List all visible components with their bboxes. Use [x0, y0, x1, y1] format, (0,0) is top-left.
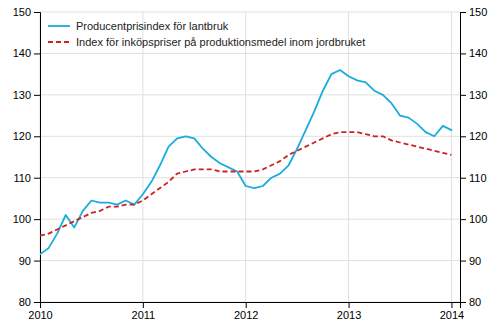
tick-mark [34, 302, 40, 303]
line [40, 132, 451, 236]
grid-line [40, 219, 460, 220]
grid-line [40, 260, 460, 261]
tick-mark [34, 261, 40, 262]
tick: 130 [13, 89, 40, 101]
tick-label: 2011 [132, 309, 156, 321]
tick-mark [34, 95, 40, 96]
grid-line [245, 12, 246, 302]
tick: 150 [13, 6, 40, 18]
tick-mark [143, 302, 144, 308]
tick: 100 [13, 213, 40, 225]
x-axis: 2010 2011 2012 2013 2014 [28, 302, 464, 321]
tick-label: 120 [469, 130, 487, 142]
tick-mark [460, 136, 466, 137]
legend-item: Producentprisindex för lantbruk [48, 20, 229, 32]
tick-mark [34, 178, 40, 179]
legend: Producentprisindex för lantbruk Index för… [48, 20, 365, 48]
tick-label: 90 [19, 255, 31, 267]
grid-line [40, 136, 460, 137]
tick: 2012 [234, 302, 258, 321]
grid-line [451, 12, 452, 302]
tick-mark [34, 136, 40, 137]
tick-label: 110 [13, 172, 31, 184]
tick-label: 2010 [28, 309, 52, 321]
tick-label: 110 [469, 172, 487, 184]
legend-swatch [48, 25, 70, 27]
tick-label: 120 [13, 130, 31, 142]
tick: 2010 [28, 302, 52, 321]
tick: 150 [460, 6, 487, 18]
tick-mark [460, 261, 466, 262]
tick-label: 100 [469, 213, 487, 225]
y-axis: 80 90 100 110 120 130 140 150 [13, 6, 41, 308]
lines [40, 70, 451, 254]
tick-label: 100 [13, 213, 31, 225]
chart: 2010 2011 2012 2013 2014 80 90 100 110 120 130 140 1… [0, 0, 500, 330]
tick: 80 [19, 296, 40, 308]
grid [40, 12, 460, 302]
grid-line [40, 177, 460, 178]
tick: 90 [460, 255, 481, 267]
tick-label: 80 [19, 296, 31, 308]
tick-label: 90 [469, 255, 481, 267]
tick: 110 [460, 172, 487, 184]
axis-line [34, 13, 41, 303]
grid-line [142, 12, 143, 302]
tick: 120 [13, 130, 40, 142]
tick-label: 2014 [440, 309, 464, 321]
tick: 140 [13, 47, 40, 59]
tick-mark [460, 219, 466, 220]
legend-swatch [48, 41, 70, 43]
tick-mark [34, 53, 40, 54]
tick: 130 [460, 89, 487, 101]
grid-line [40, 12, 460, 13]
tick-mark [460, 12, 466, 13]
axis-line [461, 13, 467, 303]
tick-mark [349, 302, 350, 308]
axis-line [41, 303, 461, 309]
tick: 120 [460, 130, 487, 142]
tick-mark [460, 302, 466, 303]
tick-label: 80 [469, 296, 481, 308]
tick-label: 130 [13, 89, 31, 101]
plot: 2010 2011 2012 2013 2014 80 90 100 110 120 130 140 1… [13, 6, 488, 321]
tick-mark [246, 302, 247, 308]
tick: 90 [19, 255, 40, 267]
tick: 2011 [132, 302, 156, 321]
tick: 80 [460, 296, 481, 308]
tick: 2013 [337, 302, 361, 321]
legend-label: Producentprisindex för lantbruk [76, 20, 229, 32]
tick-mark [460, 178, 466, 179]
tick: 140 [460, 47, 487, 59]
tick-mark [460, 53, 466, 54]
grid-line [40, 94, 460, 95]
line [40, 70, 451, 254]
tick-mark [451, 302, 452, 308]
tick: 2014 [440, 302, 464, 321]
y2-axis: 80 90 100 110 120 130 140 150 [460, 6, 487, 308]
tick: 110 [13, 172, 40, 184]
tick-label: 130 [469, 89, 487, 101]
legend-item: Index för inköpspriser på produktionsmed… [48, 36, 365, 48]
tick-label: 2013 [337, 309, 361, 321]
tick: 100 [460, 213, 487, 225]
tick-mark [34, 219, 40, 220]
tick-label: 150 [13, 6, 31, 18]
grid-line [40, 53, 460, 54]
tick-label: 140 [469, 47, 487, 59]
tick-label: 140 [13, 47, 31, 59]
grid-line [348, 12, 349, 302]
tick-mark [460, 95, 466, 96]
tick-mark [34, 12, 40, 13]
tick-label: 150 [469, 6, 487, 18]
legend-label: Index för inköpspriser på produktionsmed… [76, 36, 365, 48]
tick-label: 2012 [234, 309, 258, 321]
